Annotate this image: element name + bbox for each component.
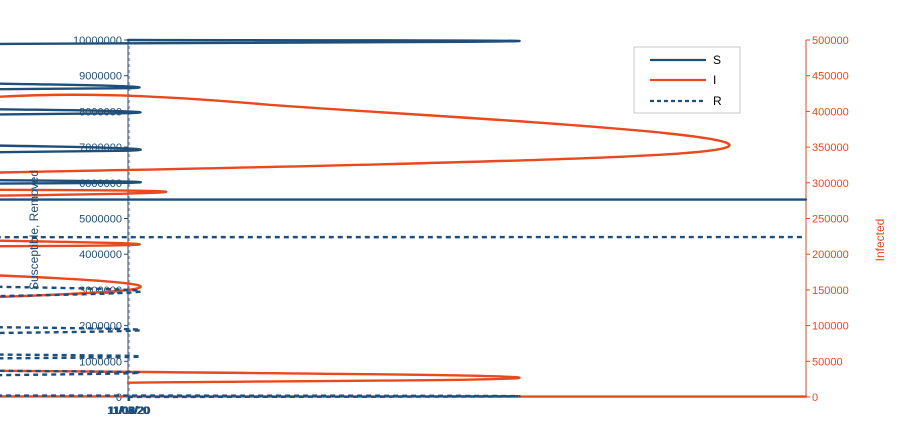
left-tick-label: 10000000 <box>73 35 122 47</box>
legend-label-s: S <box>713 53 721 67</box>
x-tick-label: 11/03/20 <box>107 405 149 417</box>
legend-label-r: R <box>713 94 722 108</box>
x-tick-label: 11/10/20 <box>108 405 150 417</box>
left-axis-title: Susceptible, Removed <box>27 170 41 290</box>
right-tick-label: 200000 <box>812 249 849 261</box>
legend: S I R <box>633 46 741 114</box>
left-tick-label: 1000000 <box>79 356 122 368</box>
series-line-s <box>0 38 808 201</box>
x-tick-label: 11/08/20 <box>108 405 150 417</box>
x-tick-label: 11/04/20 <box>107 405 149 417</box>
x-tick-label: 11/09/20 <box>108 405 150 417</box>
left-tick-label: 5000000 <box>79 214 122 226</box>
right-tick-label: 300000 <box>812 178 849 190</box>
x-tick-label: 11/12/20 <box>109 405 151 417</box>
right-axis-ticks: 0 50000 100000 150000 200000 250000 300000 3500… <box>806 35 849 404</box>
x-tick-label: 11/11/20 <box>109 405 150 417</box>
x-tick-label: 11/05/20 <box>107 405 149 417</box>
left-tick-label: 0 <box>116 392 122 404</box>
left-axis-ticks: 0100000020000003000000400000050000006000… <box>73 35 128 404</box>
x-axis-ticks: 11/03/2011/04/2011/05/2011/06/2011/07/20… <box>107 397 151 417</box>
right-tick-label: 50000 <box>812 356 843 368</box>
right-tick-label: 250000 <box>812 214 849 226</box>
left-tick-label: 2000000 <box>79 321 122 333</box>
right-axis-title: Infected <box>873 219 887 262</box>
series-line-i <box>0 93 808 398</box>
left-tick-label: 9000000 <box>79 71 122 83</box>
x-tick-label: 11/06/20 <box>108 405 150 417</box>
right-tick-label: 400000 <box>812 106 849 118</box>
right-tick-label: 350000 <box>812 142 849 154</box>
right-tick-label: 500000 <box>812 35 849 47</box>
legend-label-i: I <box>713 73 716 87</box>
x-tick-label: 11/07/20 <box>108 405 150 417</box>
right-tick-label: 100000 <box>812 321 849 333</box>
left-tick-label: 4000000 <box>79 249 122 261</box>
series-lines <box>0 38 808 399</box>
right-tick-label: 0 <box>812 392 818 404</box>
right-tick-label: 150000 <box>812 285 849 297</box>
right-tick-label: 450000 <box>812 71 849 83</box>
